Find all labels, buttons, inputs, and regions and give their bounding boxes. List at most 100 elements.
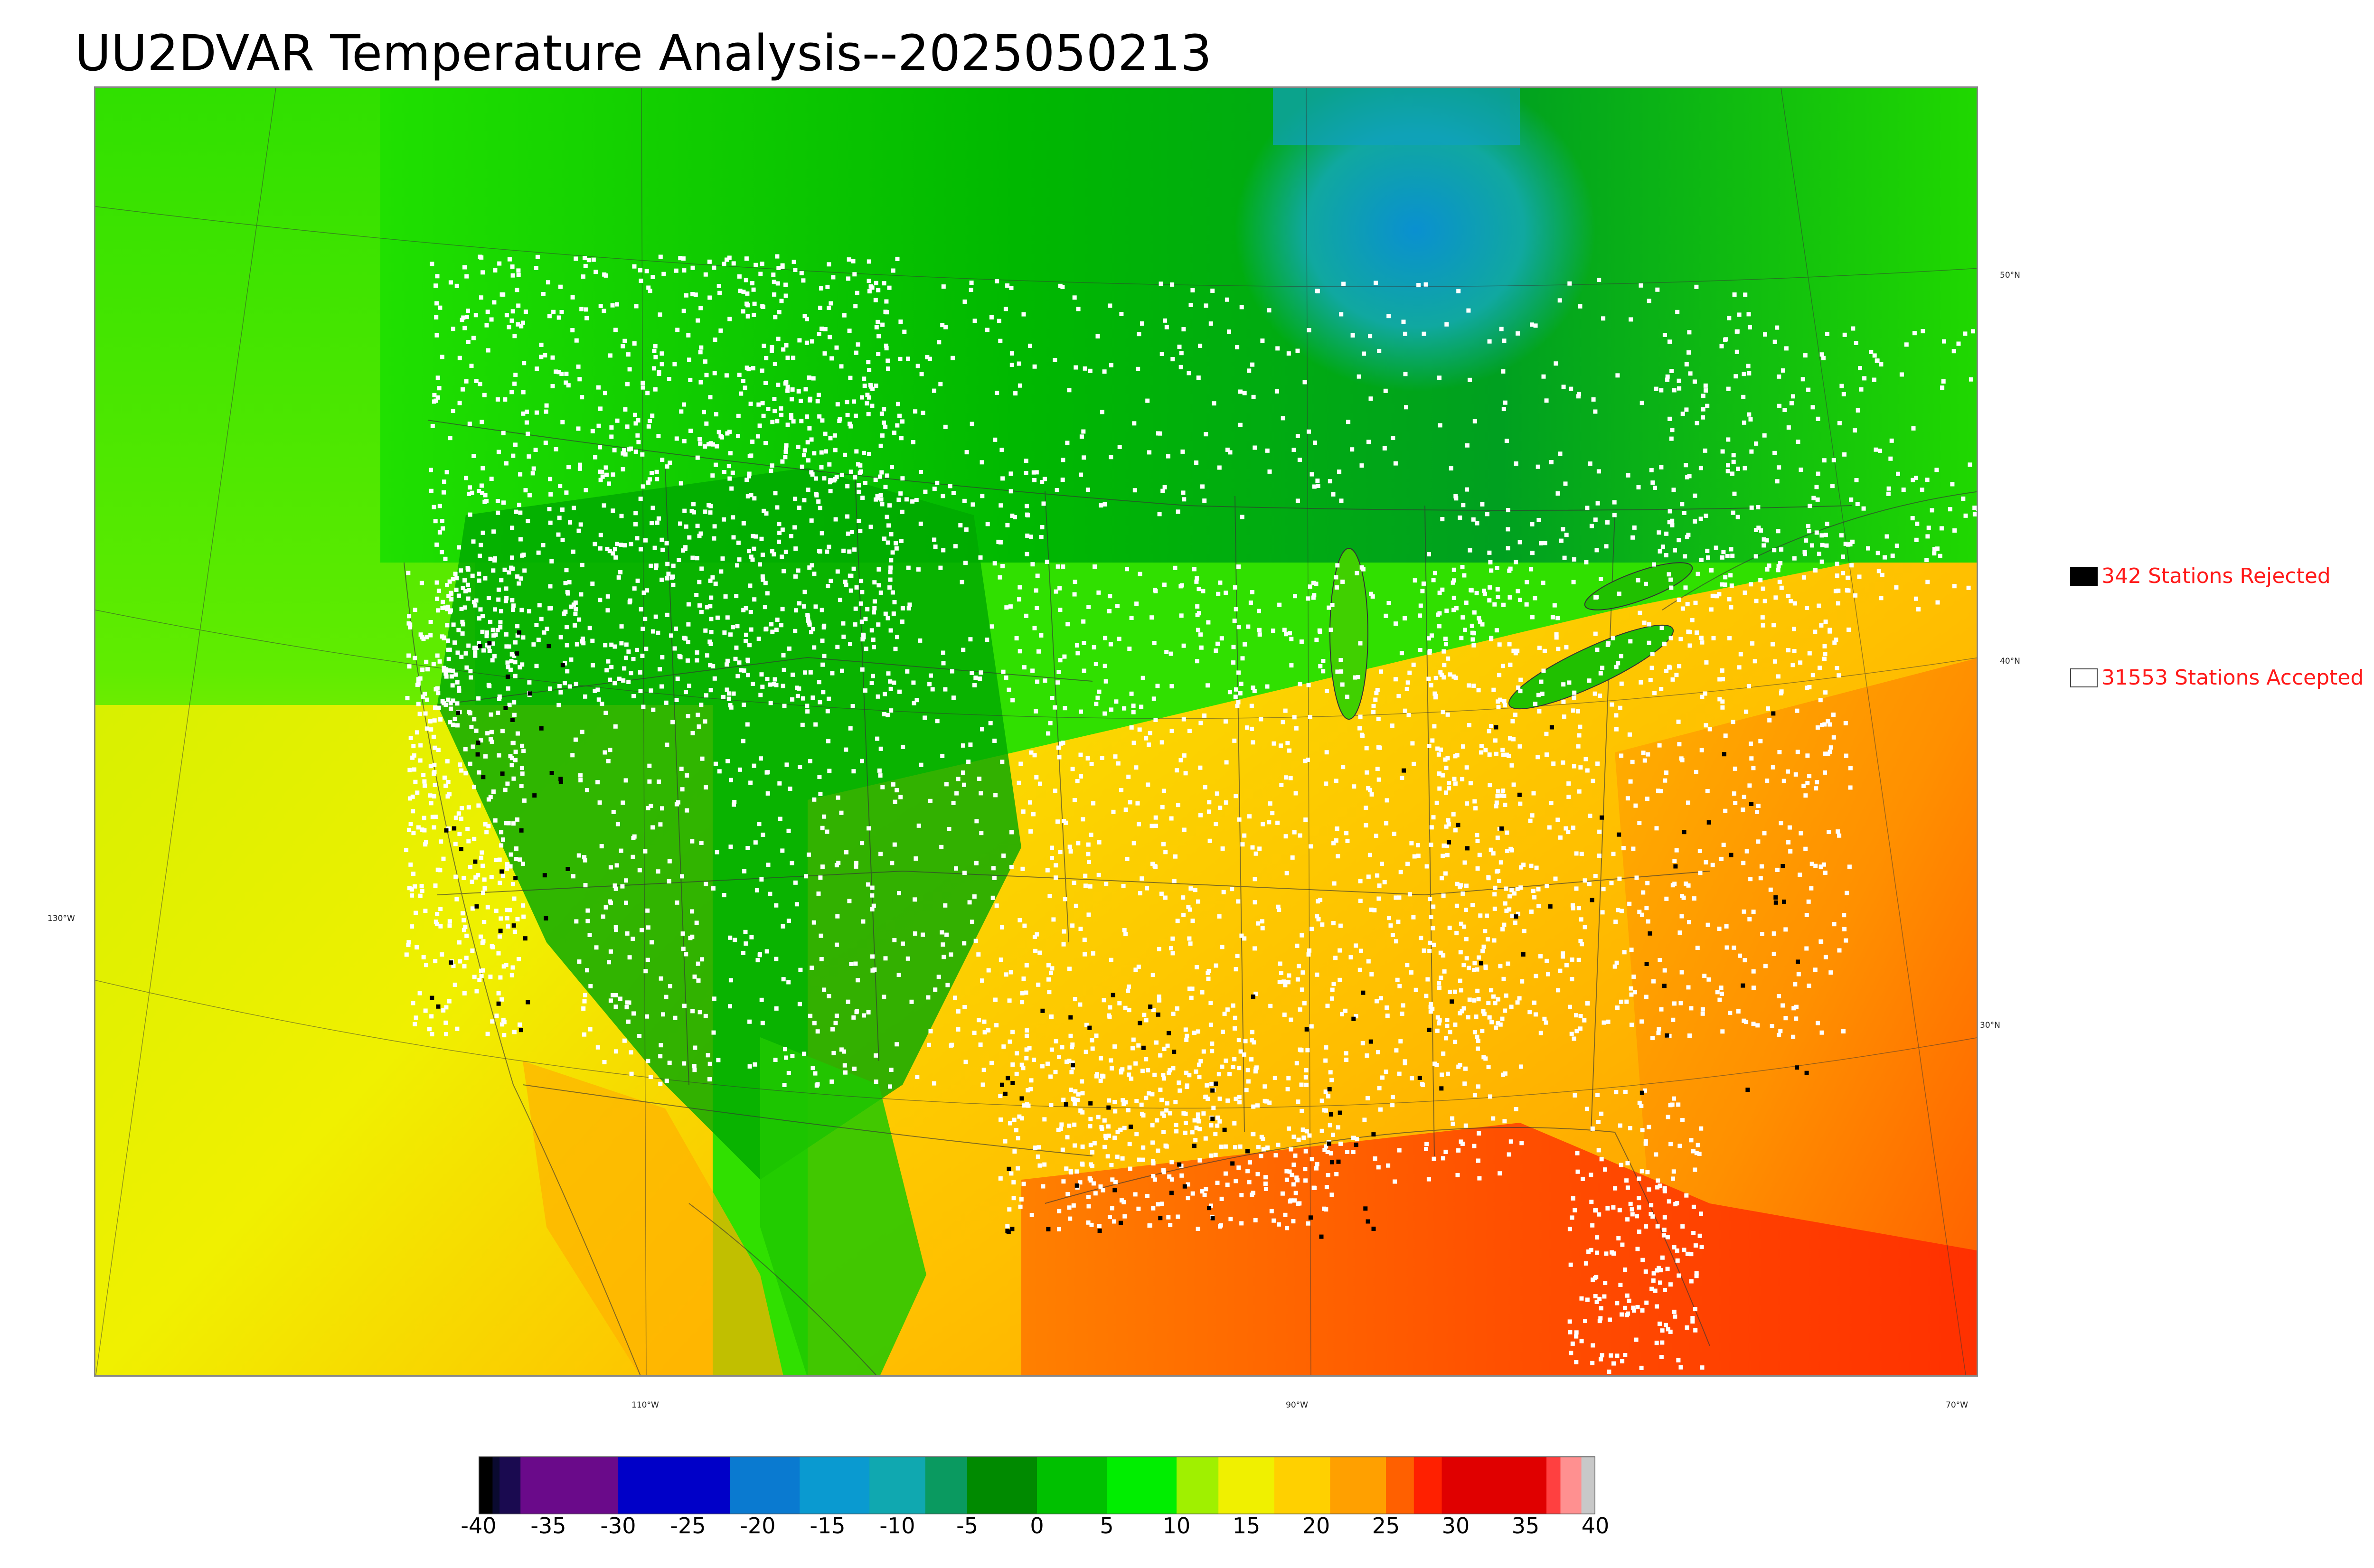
colorbar-segment	[1218, 1456, 1275, 1514]
station-accepted-marker	[1427, 744, 1432, 748]
station-accepted-marker	[1440, 1072, 1444, 1077]
station-accepted-marker	[581, 274, 585, 279]
station-accepted-marker	[716, 430, 721, 434]
station-accepted-marker	[1500, 1016, 1505, 1021]
station-accepted-marker	[1458, 515, 1462, 520]
station-accepted-marker	[1672, 1245, 1677, 1249]
station-accepted-marker	[1040, 525, 1045, 530]
station-accepted-marker	[641, 627, 645, 631]
station-accepted-marker	[442, 635, 446, 640]
station-accepted-marker	[1195, 604, 1200, 609]
station-accepted-marker	[1630, 1207, 1634, 1212]
station-rejected-marker	[523, 936, 528, 941]
station-accepted-marker	[1151, 1159, 1156, 1164]
station-accepted-marker	[1448, 989, 1452, 994]
station-rejected-marker	[1007, 1166, 1011, 1171]
station-accepted-marker	[1314, 638, 1319, 642]
station-accepted-marker	[1704, 660, 1709, 665]
station-accepted-marker	[1623, 1305, 1628, 1310]
station-accepted-marker	[1913, 596, 1918, 601]
accepted-swatch	[2070, 668, 2098, 687]
station-rejected-marker	[487, 641, 492, 646]
station-accepted-marker	[493, 818, 498, 823]
station-accepted-marker	[1481, 944, 1486, 949]
station-accepted-marker	[703, 1014, 708, 1018]
station-accepted-marker	[424, 659, 429, 664]
station-accepted-marker	[1590, 1126, 1595, 1131]
station-accepted-marker	[1078, 752, 1083, 757]
station-accepted-marker	[515, 633, 520, 638]
station-accepted-marker	[756, 637, 761, 641]
station-accepted-marker	[1082, 938, 1087, 942]
station-accepted-marker	[1198, 765, 1203, 770]
station-accepted-marker	[631, 1011, 636, 1016]
station-rejected-marker	[1494, 725, 1498, 730]
station-accepted-marker	[1409, 841, 1414, 845]
station-accepted-marker	[1210, 1041, 1215, 1046]
station-accepted-marker	[494, 1014, 499, 1018]
station-accepted-marker	[980, 727, 984, 732]
station-accepted-marker	[587, 626, 592, 630]
station-accepted-marker	[728, 1004, 732, 1009]
station-accepted-marker	[605, 608, 610, 613]
station-accepted-marker	[783, 381, 788, 386]
station-accepted-marker	[1265, 1145, 1270, 1150]
station-accepted-marker	[445, 583, 449, 587]
station-accepted-marker	[1585, 768, 1590, 773]
station-accepted-marker	[471, 336, 476, 340]
station-accepted-marker	[1808, 504, 1812, 508]
station-accepted-marker	[1727, 636, 1732, 640]
station-accepted-marker	[789, 415, 794, 420]
station-accepted-marker	[579, 592, 584, 597]
station-accepted-marker	[1413, 578, 1417, 583]
station-accepted-marker	[1747, 412, 1752, 417]
station-accepted-marker	[888, 679, 893, 684]
station-accepted-marker	[1138, 891, 1142, 896]
station-accepted-marker	[1434, 1063, 1439, 1067]
station-accepted-marker	[919, 762, 923, 767]
station-accepted-marker	[1285, 1226, 1290, 1230]
station-accepted-marker	[1155, 684, 1160, 688]
station-accepted-marker	[520, 771, 525, 776]
station-accepted-marker	[1427, 948, 1432, 953]
station-accepted-marker	[1817, 603, 1821, 608]
station-accepted-marker	[1268, 1004, 1273, 1008]
station-accepted-marker	[1904, 342, 1909, 347]
station-accepted-marker	[697, 437, 702, 441]
station-accepted-marker	[438, 924, 443, 929]
station-accepted-marker	[734, 645, 739, 650]
station-accepted-marker	[1020, 1000, 1025, 1005]
station-accepted-marker	[1032, 478, 1037, 482]
station-accepted-marker	[1419, 936, 1423, 940]
station-accepted-marker	[1672, 1096, 1676, 1101]
station-accepted-marker	[1099, 503, 1103, 508]
station-accepted-marker	[1324, 1045, 1328, 1050]
station-accepted-marker	[1152, 1072, 1157, 1077]
station-accepted-marker	[827, 306, 831, 310]
station-accepted-marker	[1727, 597, 1732, 601]
station-accepted-marker	[940, 930, 944, 935]
station-accepted-marker	[1368, 334, 1373, 338]
station-accepted-marker	[1032, 1057, 1036, 1062]
station-accepted-marker	[1053, 357, 1057, 362]
station-accepted-marker	[1234, 967, 1238, 972]
station-accepted-marker	[478, 554, 482, 558]
station-accepted-marker	[784, 443, 789, 448]
station-accepted-marker	[876, 496, 880, 501]
station-accepted-marker	[710, 473, 715, 478]
station-accepted-marker	[1224, 591, 1228, 595]
station-accepted-marker	[794, 608, 799, 613]
station-accepted-marker	[728, 845, 733, 849]
station-accepted-marker	[761, 413, 766, 418]
station-rejected-marker	[430, 995, 434, 1000]
station-accepted-marker	[679, 409, 684, 414]
station-accepted-marker	[1577, 789, 1582, 794]
station-accepted-marker	[690, 839, 695, 844]
station-accepted-marker	[1181, 643, 1186, 648]
station-accepted-marker	[651, 707, 656, 712]
station-accepted-marker	[779, 299, 784, 303]
station-accepted-marker	[1467, 683, 1471, 688]
station-accepted-marker	[650, 825, 655, 830]
station-accepted-marker	[1920, 488, 1924, 492]
station-accepted-marker	[1017, 361, 1021, 366]
